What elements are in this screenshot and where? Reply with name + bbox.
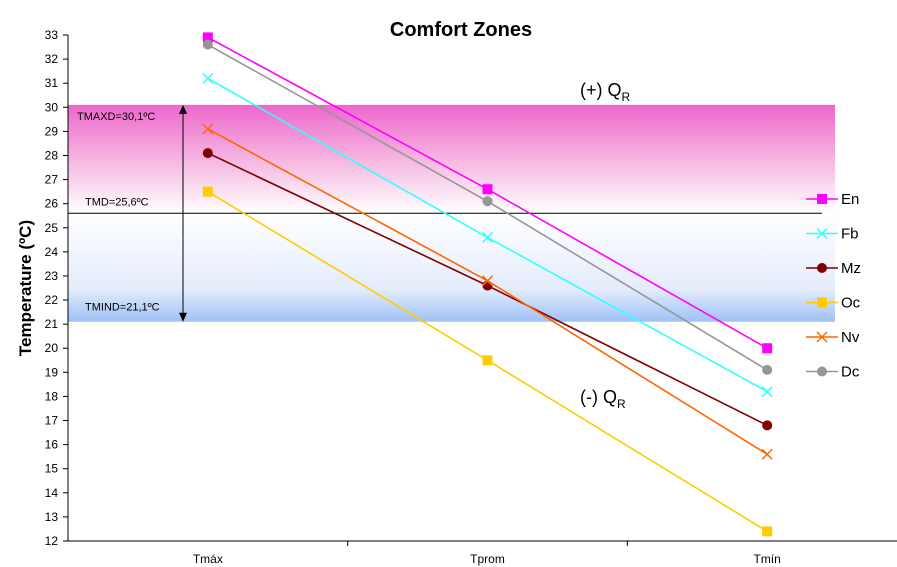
y-tick-label: 26 [45, 197, 59, 211]
y-tick-label: 33 [45, 28, 59, 42]
y-tick-label: 27 [45, 173, 59, 187]
series-oc [202, 186, 773, 537]
legend-item-nv: Nv [806, 329, 860, 346]
y-axis-label: Temperature (ºC) [16, 220, 35, 356]
y-tick-label: 30 [45, 100, 59, 114]
y-tick-label: 17 [45, 414, 59, 428]
y-tick-label: 31 [45, 76, 59, 90]
y-tick-label: 24 [45, 245, 59, 259]
data-point-fb [481, 231, 494, 243]
data-point-oc [482, 355, 493, 366]
tmind-label: TMIND=21,1ºC [85, 302, 160, 314]
legend-label: En [841, 191, 859, 208]
legend-label: Nv [841, 329, 860, 346]
legend-swatch-marker [817, 366, 827, 377]
lower-zone-band [68, 213, 835, 322]
lower-zone-label-sub: R [617, 397, 626, 411]
data-point-nv [202, 123, 214, 135]
y-tick-label: 25 [45, 221, 59, 235]
reference-annotations: TMAXD=30,1ºC TMD=25,6ºC TMIND=21,1ºC [77, 104, 187, 322]
legend-item-en: En [806, 191, 859, 208]
y-tick-label: 15 [45, 462, 59, 476]
legend-swatch-marker [816, 331, 828, 343]
arrowhead-down-icon [179, 312, 187, 322]
upper-zone-label-main: (+) Q [580, 80, 622, 100]
data-point-dc [482, 196, 493, 207]
y-tick-label: 18 [45, 389, 59, 403]
legend-swatch-marker [816, 227, 828, 240]
legend-swatch-marker [817, 263, 827, 273]
data-point-en [202, 32, 213, 43]
legend-item-oc: Oc [806, 295, 861, 312]
x-axis-ticks: Tmáx Tprom Tmín [193, 541, 781, 566]
series-mz [202, 148, 773, 431]
y-tick-label: 23 [45, 269, 59, 283]
lower-zone-label: (-) QR [580, 387, 626, 411]
upper-zone-label: (+) QR [580, 80, 631, 104]
legend-item-fb: Fb [806, 226, 859, 243]
y-tick-label: 19 [45, 365, 59, 379]
data-point-mz [202, 148, 213, 159]
comfort-zones [68, 104, 835, 322]
legend-item-mz: Mz [806, 260, 861, 277]
y-tick-label: 29 [45, 124, 59, 138]
legend-swatch-marker [817, 297, 827, 308]
x-tick-label: Tmín [753, 552, 780, 566]
data-point-dc [762, 364, 773, 375]
x-tick-label: Tmáx [193, 552, 223, 566]
y-axis-ticks: 12 13 14 15 16 17 18 19 20 21 22 23 24 25 26 27 28 29 30 31… [45, 28, 68, 548]
data-point-nv [761, 448, 773, 460]
data-point-oc [762, 526, 773, 537]
legend-label: Mz [841, 260, 861, 277]
legend-swatch-marker [817, 194, 827, 204]
y-tick-label: 14 [45, 486, 59, 500]
tmd-label: TMD=25,6ºC [85, 196, 149, 208]
legend: En Fb Mz Oc Nv Dc [806, 191, 861, 381]
chart-title: Comfort Zones [390, 19, 532, 41]
y-tick-label: 12 [45, 534, 59, 548]
lower-zone-label-main: (-) Q [580, 387, 617, 407]
x-tick-label: Tprom [470, 552, 505, 566]
y-tick-label: 22 [45, 293, 59, 307]
data-point-fb [761, 386, 773, 398]
data-point-en [482, 184, 493, 195]
y-tick-label: 13 [45, 510, 59, 524]
upper-zone-band [68, 104, 835, 214]
axes [67, 35, 897, 542]
series-fb [202, 72, 773, 398]
y-tick-label: 16 [45, 438, 59, 452]
legend-label: Oc [841, 295, 861, 312]
series-dc [202, 39, 773, 375]
series-nv [202, 123, 773, 460]
y-tick-label: 21 [45, 317, 59, 331]
y-tick-label: 32 [45, 52, 59, 66]
series-en [202, 32, 773, 354]
series-layer [202, 32, 773, 537]
y-tick-label: 20 [45, 341, 59, 355]
legend-item-dc: Dc [806, 364, 860, 381]
data-point-nv [481, 275, 494, 287]
data-point-oc [202, 186, 213, 197]
y-tick-label: 28 [45, 148, 59, 162]
data-point-en [762, 343, 773, 354]
tmaxd-label: TMAXD=30,1ºC [77, 111, 155, 123]
data-point-fb [202, 72, 214, 84]
legend-label: Dc [841, 364, 860, 381]
legend-label: Fb [841, 226, 859, 243]
data-point-dc [202, 39, 213, 50]
arrowhead-up-icon [179, 104, 187, 114]
upper-zone-label-sub: R [622, 90, 631, 104]
data-point-mz [762, 420, 773, 431]
